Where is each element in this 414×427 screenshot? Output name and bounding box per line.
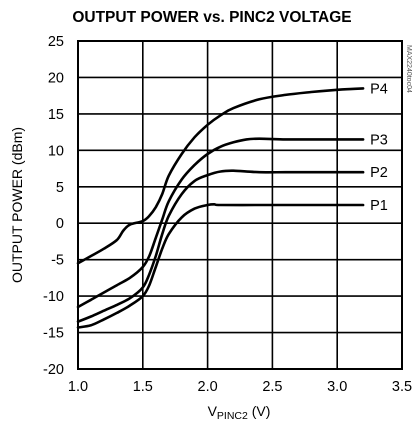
x-tick-label: 2.0 (198, 379, 218, 395)
x-tick-label: 1.5 (133, 379, 153, 395)
series-line-p4 (76, 87, 365, 265)
y-tick-label: 20 (48, 70, 64, 86)
plot-frame (77, 40, 403, 370)
x-tick-label: 2.5 (262, 379, 282, 395)
x-axis-label-unit: (V) (248, 403, 271, 419)
watermark-code: MAX2240toc04 (405, 45, 412, 93)
y-axis-label: OUTPUT POWER (dBm) (9, 127, 25, 283)
x-tick-label: 1.0 (68, 379, 88, 395)
y-tick-label: 0 (56, 216, 64, 232)
x-axis-label-main: V (208, 403, 218, 419)
y-tick-label: -5 (51, 253, 64, 269)
x-tick-label: 3.0 (327, 379, 347, 395)
y-tick-label: -20 (43, 362, 64, 378)
y-tick-label: 10 (48, 143, 64, 159)
y-tick-label: 25 (48, 34, 64, 50)
series-label-p1: P1 (370, 198, 388, 214)
series-label-p3: P3 (370, 132, 388, 148)
x-tick-label: 3.5 (392, 379, 412, 395)
series-line-p1 (76, 203, 365, 329)
y-tick-label: 15 (48, 107, 64, 123)
series-label-p4: P4 (370, 81, 388, 97)
series-line-p2 (76, 169, 365, 323)
series-layer: P4 P3 P2 P1 (76, 81, 388, 329)
x-axis-label-subscript: PINC2 (217, 410, 248, 422)
x-axis-label: VPINC2 (V) (208, 403, 271, 422)
y-tick-label: 5 (56, 180, 64, 196)
y-tick-label: -10 (43, 289, 64, 305)
series-line-p3 (76, 137, 365, 309)
chart-title: OUTPUT POWER vs. PINC2 VOLTAGE (72, 9, 351, 26)
series-label-p2: P2 (370, 165, 388, 181)
tick-labels: 1.0 1.5 2.0 2.5 3.0 3.5 -20 -15 -10 -5 0 5 10 15 20 25 (43, 34, 412, 395)
y-tick-label: -15 (43, 326, 64, 342)
